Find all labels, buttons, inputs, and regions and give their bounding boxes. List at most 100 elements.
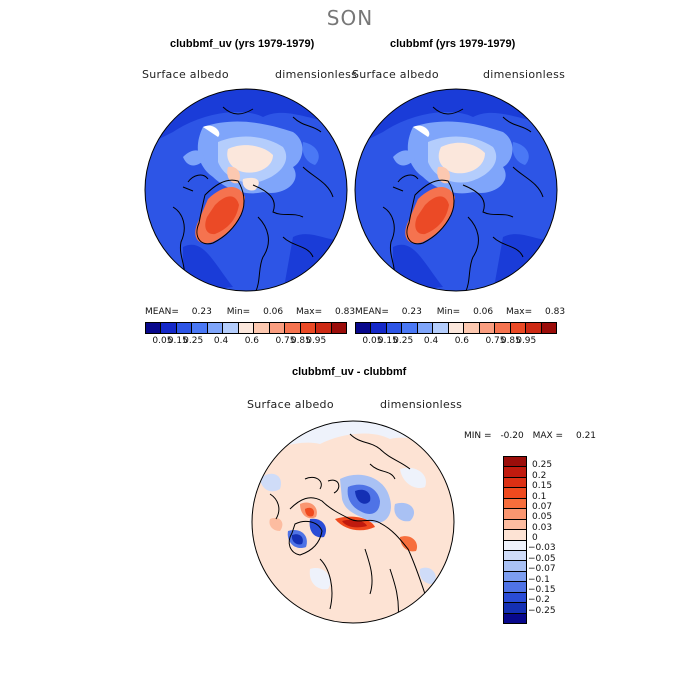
colorbar-tick-label: 0.07: [532, 501, 553, 512]
colorbar-tick-label: 0.75: [275, 336, 296, 346]
page-title: SON: [326, 6, 374, 30]
colorbar-tick-label: 0.15: [377, 336, 398, 346]
colorbar-swatch: [510, 323, 527, 333]
colorbar-tick-label: 0.6: [454, 336, 470, 346]
panel-2-albedo-field: [355, 89, 557, 291]
panel-1-albedo-field: [145, 89, 347, 291]
colorbar-tick-label: −0.05: [528, 553, 556, 564]
colorbar-tick-label: 0.15: [167, 336, 188, 346]
panel-3-map: [251, 420, 455, 624]
panel-2-variable: Surface albedo: [352, 68, 439, 81]
panel-3-min: -0.20: [500, 431, 524, 441]
colorbar-tick-label: 0.03: [532, 522, 553, 533]
panel-1-mean: 0.23: [191, 307, 212, 317]
colorbar-swatch: [207, 323, 224, 333]
panel-1-min: 0.06: [263, 307, 284, 317]
colorbar-tick-label: 0.2: [532, 470, 547, 481]
colorbar-swatch: [504, 498, 526, 510]
colorbar-tick-label: 0.95: [306, 336, 327, 346]
colorbar-swatch: [161, 323, 177, 333]
panel-2-map: [354, 88, 558, 292]
colorbar-swatch: [417, 323, 434, 333]
colorbar-tick-label: 0.1: [532, 491, 547, 502]
colorbar-tick-label: 0.4: [423, 336, 439, 346]
panel-1-max-label: Max=: [296, 307, 323, 317]
panel-3-units: dimensionless: [380, 398, 463, 411]
colorbar-swatch: [254, 323, 270, 333]
panel-1-stats: MEAN= 0.23 Min= 0.06 Max= 0.83: [145, 307, 355, 317]
colorbar-tick-label: 0: [532, 533, 538, 543]
panel-2-colorbar: [355, 322, 557, 334]
colorbar-swatch: [504, 519, 526, 531]
colorbar-tick-label: −0.15: [528, 584, 556, 595]
colorbar-swatch: [331, 323, 347, 333]
colorbar-swatch: [223, 323, 239, 333]
colorbar-swatch: [402, 323, 418, 333]
panel-2-max-label: Max=: [506, 307, 533, 317]
colorbar-swatch: [371, 323, 387, 333]
colorbar-tick-label: 0.95: [516, 336, 537, 346]
colorbar-tick-label: −0.07: [528, 564, 556, 575]
colorbar-swatch: [146, 323, 162, 333]
colorbar-tick-label: 0.25: [393, 336, 414, 346]
panel-2-min: 0.06: [473, 307, 494, 317]
colorbar-swatch: [479, 323, 496, 333]
panel-3-difference-field: [252, 421, 454, 623]
panel-1-title: clubbmf_uv (yrs 1979-1979): [170, 38, 315, 50]
panel-2-colorbar-ticks: 0.05 0.15 0.25 0.4 0.6 0.75 0.85 0.95: [355, 336, 559, 348]
colorbar-tick-label: 0.85: [500, 336, 521, 346]
panel-3-min-label: MIN =: [464, 431, 492, 441]
panel-1-colorbar-ticks: 0.05 0.15 0.25 0.4 0.6 0.75 0.85 0.95: [145, 336, 349, 348]
panel-2-max: 0.83: [545, 307, 566, 317]
colorbar-tick-label: 0.15: [532, 481, 553, 492]
panel-1-colorbar: [145, 322, 347, 334]
colorbar-swatch: [504, 550, 526, 562]
panel-2-stats: MEAN= 0.23 Min= 0.06 Max= 0.83: [355, 307, 565, 317]
panel-2-mean-label: MEAN=: [355, 307, 389, 317]
colorbar-swatch: [504, 509, 526, 520]
colorbar-tick-label: −0.2: [528, 595, 550, 606]
colorbar-swatch: [526, 323, 542, 333]
panel-2-units: dimensionless: [483, 68, 566, 81]
panel-2-mean: 0.23: [401, 307, 422, 317]
colorbar-tick-label: 0.6: [244, 336, 260, 346]
colorbar-swatch: [356, 323, 372, 333]
colorbar-swatch: [541, 323, 557, 333]
colorbar-swatch: [448, 323, 465, 333]
panel-1-map: [144, 88, 348, 292]
panel-2-min-label: Min=: [436, 307, 461, 317]
colorbar-tick-label: 0.05: [532, 512, 553, 523]
colorbar-swatch: [316, 323, 332, 333]
colorbar-tick-label: −0.1: [528, 574, 550, 585]
panel-1-units: dimensionless: [275, 68, 358, 81]
colorbar-swatch: [238, 323, 255, 333]
colorbar-swatch: [504, 582, 526, 593]
panel-3-stats: MIN = -0.20 MAX = 0.21: [464, 431, 596, 441]
panel-1-variable: Surface albedo: [142, 68, 229, 81]
panel-3-max: 0.21: [575, 431, 597, 441]
colorbar-swatch: [504, 457, 526, 468]
colorbar-tick-label: 0.85: [290, 336, 311, 346]
colorbar-tick-label: −0.25: [528, 605, 556, 616]
colorbar-swatch: [192, 323, 208, 333]
colorbar-tick-label: 0.25: [183, 336, 204, 346]
colorbar-swatch: [176, 323, 193, 333]
panel-3-colorbar: [503, 456, 527, 624]
colorbar-swatch: [269, 323, 286, 333]
panel-2-coastlines: [382, 106, 544, 291]
panel-3-coastlines: [269, 433, 426, 620]
panel-3-title: clubbmf_uv - clubbmf: [292, 366, 407, 378]
colorbar-swatch: [386, 323, 403, 333]
panel-1-max: 0.83: [335, 307, 356, 317]
colorbar-swatch: [504, 613, 526, 623]
colorbar-swatch: [495, 323, 511, 333]
panel-3-max-label: MAX =: [532, 431, 564, 441]
colorbar-tick-label: 0.05: [362, 336, 383, 346]
panel-3-variable: Surface albedo: [247, 398, 334, 411]
panel-2-title: clubbmf (yrs 1979-1979): [390, 38, 516, 50]
colorbar-swatch: [504, 561, 526, 572]
colorbar-swatch: [504, 477, 526, 489]
colorbar-swatch: [285, 323, 301, 333]
colorbar-tick-label: −0.03: [528, 543, 556, 554]
colorbar-swatch: [433, 323, 449, 333]
